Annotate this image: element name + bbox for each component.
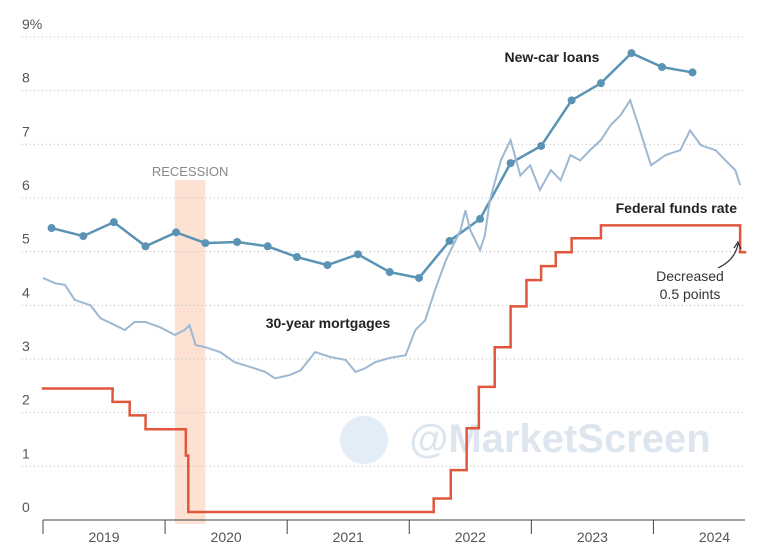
y-tick-label: 7 <box>22 123 30 139</box>
series-line <box>51 51 693 280</box>
arrow-head <box>733 240 742 250</box>
point <box>323 261 332 270</box>
point <box>537 141 546 150</box>
point <box>79 232 88 241</box>
x-tick-label: 2023 <box>577 529 608 545</box>
point <box>141 242 150 251</box>
point <box>567 96 576 105</box>
point <box>415 273 424 282</box>
point <box>596 79 605 88</box>
y-tick-label: 2 <box>22 392 30 408</box>
annotation: Decreased <box>656 268 724 284</box>
x-tick-label: 2021 <box>333 529 364 545</box>
series-line <box>42 98 742 380</box>
point <box>292 253 301 262</box>
point <box>385 268 394 277</box>
point <box>445 236 454 245</box>
watermark-icon <box>340 416 388 464</box>
y-tick-label: 6 <box>22 177 30 193</box>
point <box>47 224 56 233</box>
point <box>476 214 485 223</box>
x-tick-label: 2024 <box>699 529 730 545</box>
point <box>657 63 666 72</box>
series-label: New-car loans <box>505 49 600 65</box>
point <box>263 242 272 251</box>
point <box>688 68 697 77</box>
point <box>233 238 242 247</box>
recession-label: RECESSION <box>152 164 229 179</box>
point <box>353 250 362 259</box>
point <box>506 159 515 168</box>
series-label: Federal funds rate <box>616 200 738 216</box>
y-tick-label: 9% <box>22 16 42 32</box>
x-tick-label: 2020 <box>211 529 242 545</box>
x-tick-label: 2022 <box>455 529 486 545</box>
annotation-arrow <box>717 243 739 269</box>
point <box>172 228 181 237</box>
y-tick-label: 3 <box>22 338 30 354</box>
annotation: 0.5 points <box>660 286 721 302</box>
y-tick-label: 8 <box>22 70 30 86</box>
y-tick-label: 5 <box>22 231 30 247</box>
y-tick-label: 0 <box>22 499 30 515</box>
point <box>109 218 118 227</box>
watermark: @MarketScreen <box>409 417 710 461</box>
y-tick-label: 1 <box>22 445 30 461</box>
point <box>201 239 210 248</box>
point <box>627 49 636 58</box>
x-tick-label: 2019 <box>88 529 119 545</box>
y-tick-label: 4 <box>22 284 30 300</box>
series-label: 30-year mortgages <box>266 315 391 331</box>
